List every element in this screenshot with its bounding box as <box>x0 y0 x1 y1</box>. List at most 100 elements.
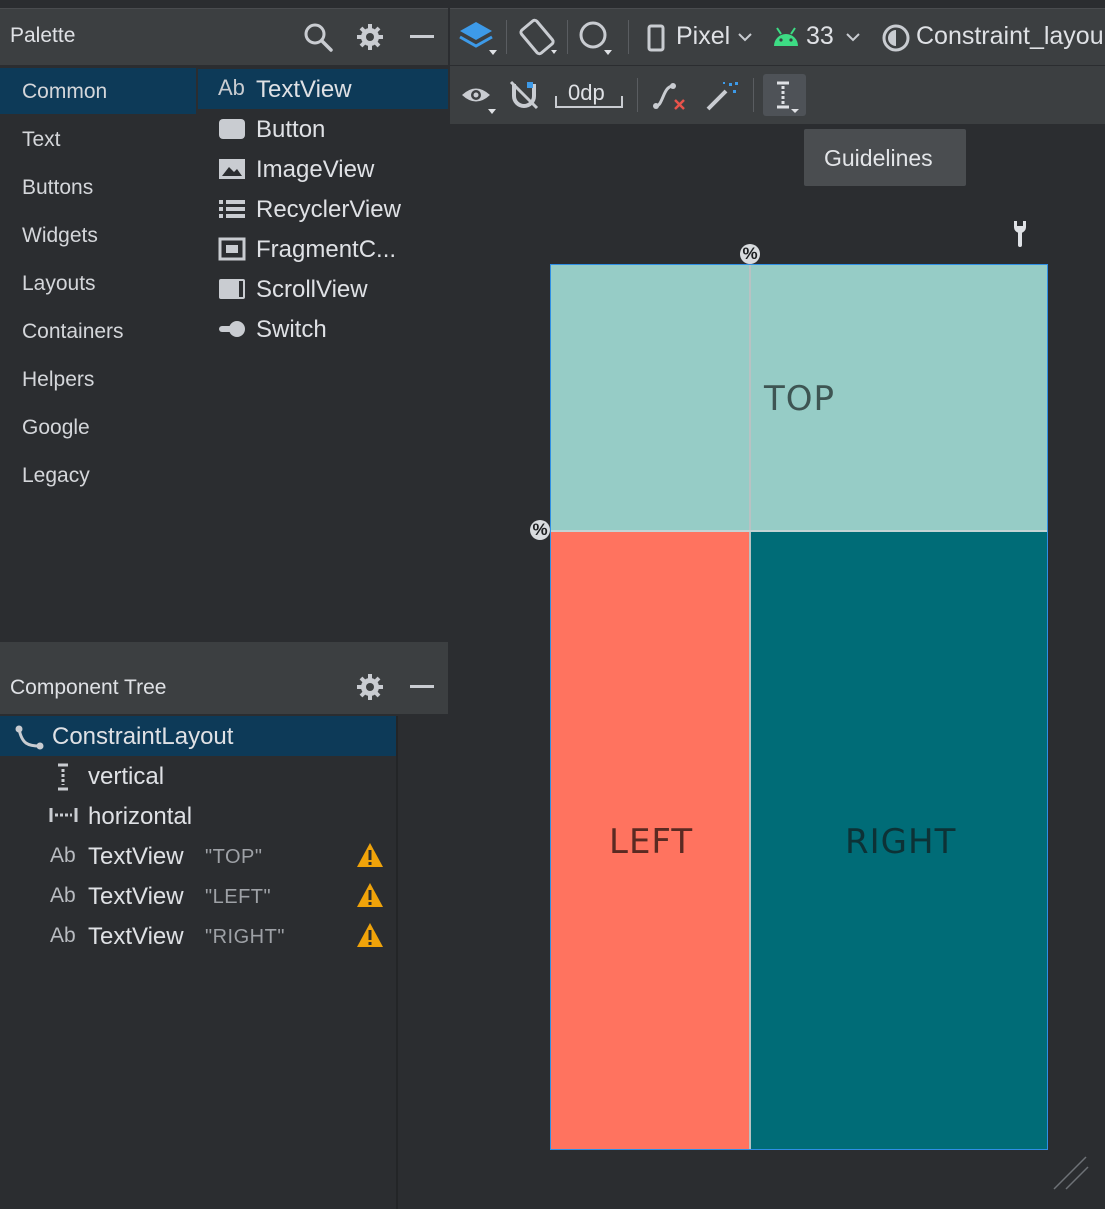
panel-divider[interactable] <box>0 642 448 658</box>
guidelines-button[interactable] <box>763 74 806 116</box>
theme-icon[interactable] <box>881 23 911 53</box>
category-label: Widgets <box>22 224 98 247</box>
device-frame <box>550 264 1048 1150</box>
clear-constraints-icon[interactable] <box>651 80 689 112</box>
tree-row-label: TextView <box>88 923 184 950</box>
switch-icon <box>219 321 245 337</box>
button-icon <box>219 119 245 139</box>
textview-top-label: TOP <box>764 379 836 419</box>
tree-row-constraintlayout[interactable]: ConstraintLayout <box>0 716 396 756</box>
gear-icon[interactable] <box>356 23 384 51</box>
tooltip-text: Guidelines <box>824 145 933 171</box>
night-mode-icon[interactable] <box>578 20 616 56</box>
palette-item-textview[interactable]: Ab TextView <box>198 69 448 109</box>
device-selector[interactable]: Pixel <box>676 22 731 50</box>
textview-left[interactable]: LEFT <box>551 532 749 1149</box>
category-buttons[interactable]: Buttons <box>0 164 196 210</box>
tree-row-textview-top[interactable]: Ab TextView "TOP" <box>0 836 396 876</box>
textview-left-label: LEFT <box>609 822 694 862</box>
palette-item-button[interactable]: Button <box>198 109 448 149</box>
palette-item-label: ScrollView <box>256 276 368 303</box>
category-label: Text <box>22 128 61 151</box>
infer-constraints-icon[interactable] <box>705 80 739 112</box>
warning-icon[interactable] <box>356 842 384 868</box>
vertical-guideline-percent-handle[interactable]: % <box>740 244 760 264</box>
category-label: Layouts <box>22 272 96 295</box>
palette-item-imageview[interactable]: ImageView <box>198 149 448 189</box>
guidelines-tooltip: Guidelines <box>804 129 966 186</box>
tree-row-label: TextView <box>88 843 184 870</box>
gear-icon[interactable] <box>356 673 384 701</box>
category-text[interactable]: Text <box>0 116 196 162</box>
component-tree-title: Component Tree <box>10 676 167 699</box>
category-legacy[interactable]: Legacy <box>0 452 196 498</box>
design-toolbar <box>450 8 1105 65</box>
tree-row-text-value: "RIGHT" <box>205 926 285 948</box>
tree-row-text-value: "LEFT" <box>205 886 272 908</box>
scroll-icon <box>219 279 245 299</box>
textview-right[interactable]: RIGHT <box>751 532 1047 1149</box>
orientation-icon[interactable] <box>517 18 559 56</box>
api-level-selector[interactable]: 33 <box>806 22 834 50</box>
category-helpers[interactable]: Helpers <box>0 356 196 402</box>
ab-text-icon: Ab <box>218 75 245 100</box>
warning-icon[interactable] <box>356 882 384 908</box>
palette-item-label: FragmentC... <box>256 236 397 263</box>
component-tree: ConstraintLayout vertical horizontal Ab … <box>0 716 398 1209</box>
fragment-icon <box>218 237 246 261</box>
warning-icon[interactable] <box>356 922 384 948</box>
category-label: Google <box>22 416 90 439</box>
category-containers[interactable]: Containers <box>0 308 196 354</box>
horizontal-guideline[interactable] <box>551 530 1047 532</box>
minimize-icon[interactable] <box>410 35 434 38</box>
horizontal-guideline-icon <box>49 808 78 822</box>
resize-handle-icon[interactable] <box>1052 1155 1090 1191</box>
palette-item-label: ImageView <box>256 156 375 183</box>
vertical-guideline[interactable] <box>749 265 751 1149</box>
tree-row-textview-right[interactable]: Ab TextView "RIGHT" <box>0 916 396 956</box>
default-margin-selector[interactable]: 0dp <box>555 80 625 112</box>
palette-item-label: Button <box>256 116 326 143</box>
category-label: Containers <box>22 320 124 343</box>
palette-title: Palette <box>10 24 76 47</box>
palette-item-label: RecyclerView <box>256 196 401 223</box>
category-google[interactable]: Google <box>0 404 196 450</box>
category-label: Helpers <box>22 368 95 391</box>
tree-row-label: ConstraintLayout <box>52 723 234 750</box>
category-common[interactable]: Common <box>0 68 196 114</box>
palette-item-scrollview[interactable]: ScrollView <box>198 269 448 309</box>
tree-row-horizontal-guideline[interactable]: horizontal <box>0 796 396 836</box>
ab-text-icon: Ab <box>50 844 76 867</box>
horizontal-guideline-percent-handle[interactable]: % <box>530 520 550 540</box>
tree-row-textview-left[interactable]: Ab TextView "LEFT" <box>0 876 396 916</box>
android-icon[interactable] <box>772 26 800 48</box>
palette-item-label: TextView <box>256 76 352 103</box>
default-margin-value: 0dp <box>568 80 605 105</box>
category-label: Legacy <box>22 464 90 487</box>
wrench-icon[interactable] <box>1010 219 1030 249</box>
list-icon <box>219 200 245 218</box>
category-layouts[interactable]: Layouts <box>0 260 196 306</box>
palette-item-label: Switch <box>256 316 327 343</box>
tree-row-vertical-guideline[interactable]: vertical <box>0 756 396 796</box>
minimize-icon[interactable] <box>410 685 434 688</box>
phone-icon[interactable] <box>647 24 665 52</box>
search-icon[interactable] <box>303 22 333 52</box>
ab-text-icon: Ab <box>50 924 76 947</box>
theme-selector[interactable]: Constraint_layou <box>916 22 1104 50</box>
palette-item-fragmentcontainer[interactable]: FragmentC... <box>198 229 448 269</box>
layers-icon[interactable] <box>459 20 499 56</box>
tree-row-label: horizontal <box>88 803 193 830</box>
tree-row-label: TextView <box>88 883 184 910</box>
autoconnect-magnet-icon[interactable] <box>509 80 541 112</box>
category-label: Common <box>22 80 108 103</box>
palette-item-recyclerview[interactable]: RecyclerView <box>198 189 448 229</box>
textview-top[interactable]: TOP <box>551 265 1047 531</box>
category-widgets[interactable]: Widgets <box>0 212 196 258</box>
ab-text-icon: Ab <box>50 884 76 907</box>
tree-row-label: vertical <box>88 763 165 790</box>
guideline-icon <box>777 81 799 113</box>
view-options-icon[interactable] <box>460 80 500 116</box>
chevron-down-icon <box>738 33 752 42</box>
palette-item-switch[interactable]: Switch <box>198 309 448 349</box>
